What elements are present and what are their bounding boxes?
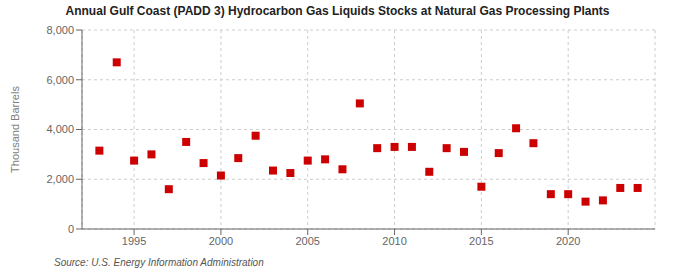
svg-text:2015: 2015 (469, 235, 493, 247)
svg-text:2010: 2010 (382, 235, 406, 247)
svg-text:0: 0 (68, 223, 74, 235)
svg-text:6,000: 6,000 (46, 74, 74, 86)
svg-text:8,000: 8,000 (46, 24, 74, 36)
html-text:Source: U.S. Energy Informatio: Source: U.S. Energy Information Administ… (54, 257, 264, 268)
svg-text:2000: 2000 (209, 235, 233, 247)
svg-text:2,000: 2,000 (46, 173, 74, 185)
svg-text:Thousand Barrels: Thousand Barrels (9, 86, 21, 173)
svg-text:4,000: 4,000 (46, 123, 74, 135)
svg-text:2005: 2005 (295, 235, 319, 247)
svg-text:1995: 1995 (122, 235, 146, 247)
svg-text:2020: 2020 (556, 235, 580, 247)
html-text:Annual Gulf Coast (PADD 3) Hyd: Annual Gulf Coast (PADD 3) Hydrocarbon G… (65, 4, 610, 18)
